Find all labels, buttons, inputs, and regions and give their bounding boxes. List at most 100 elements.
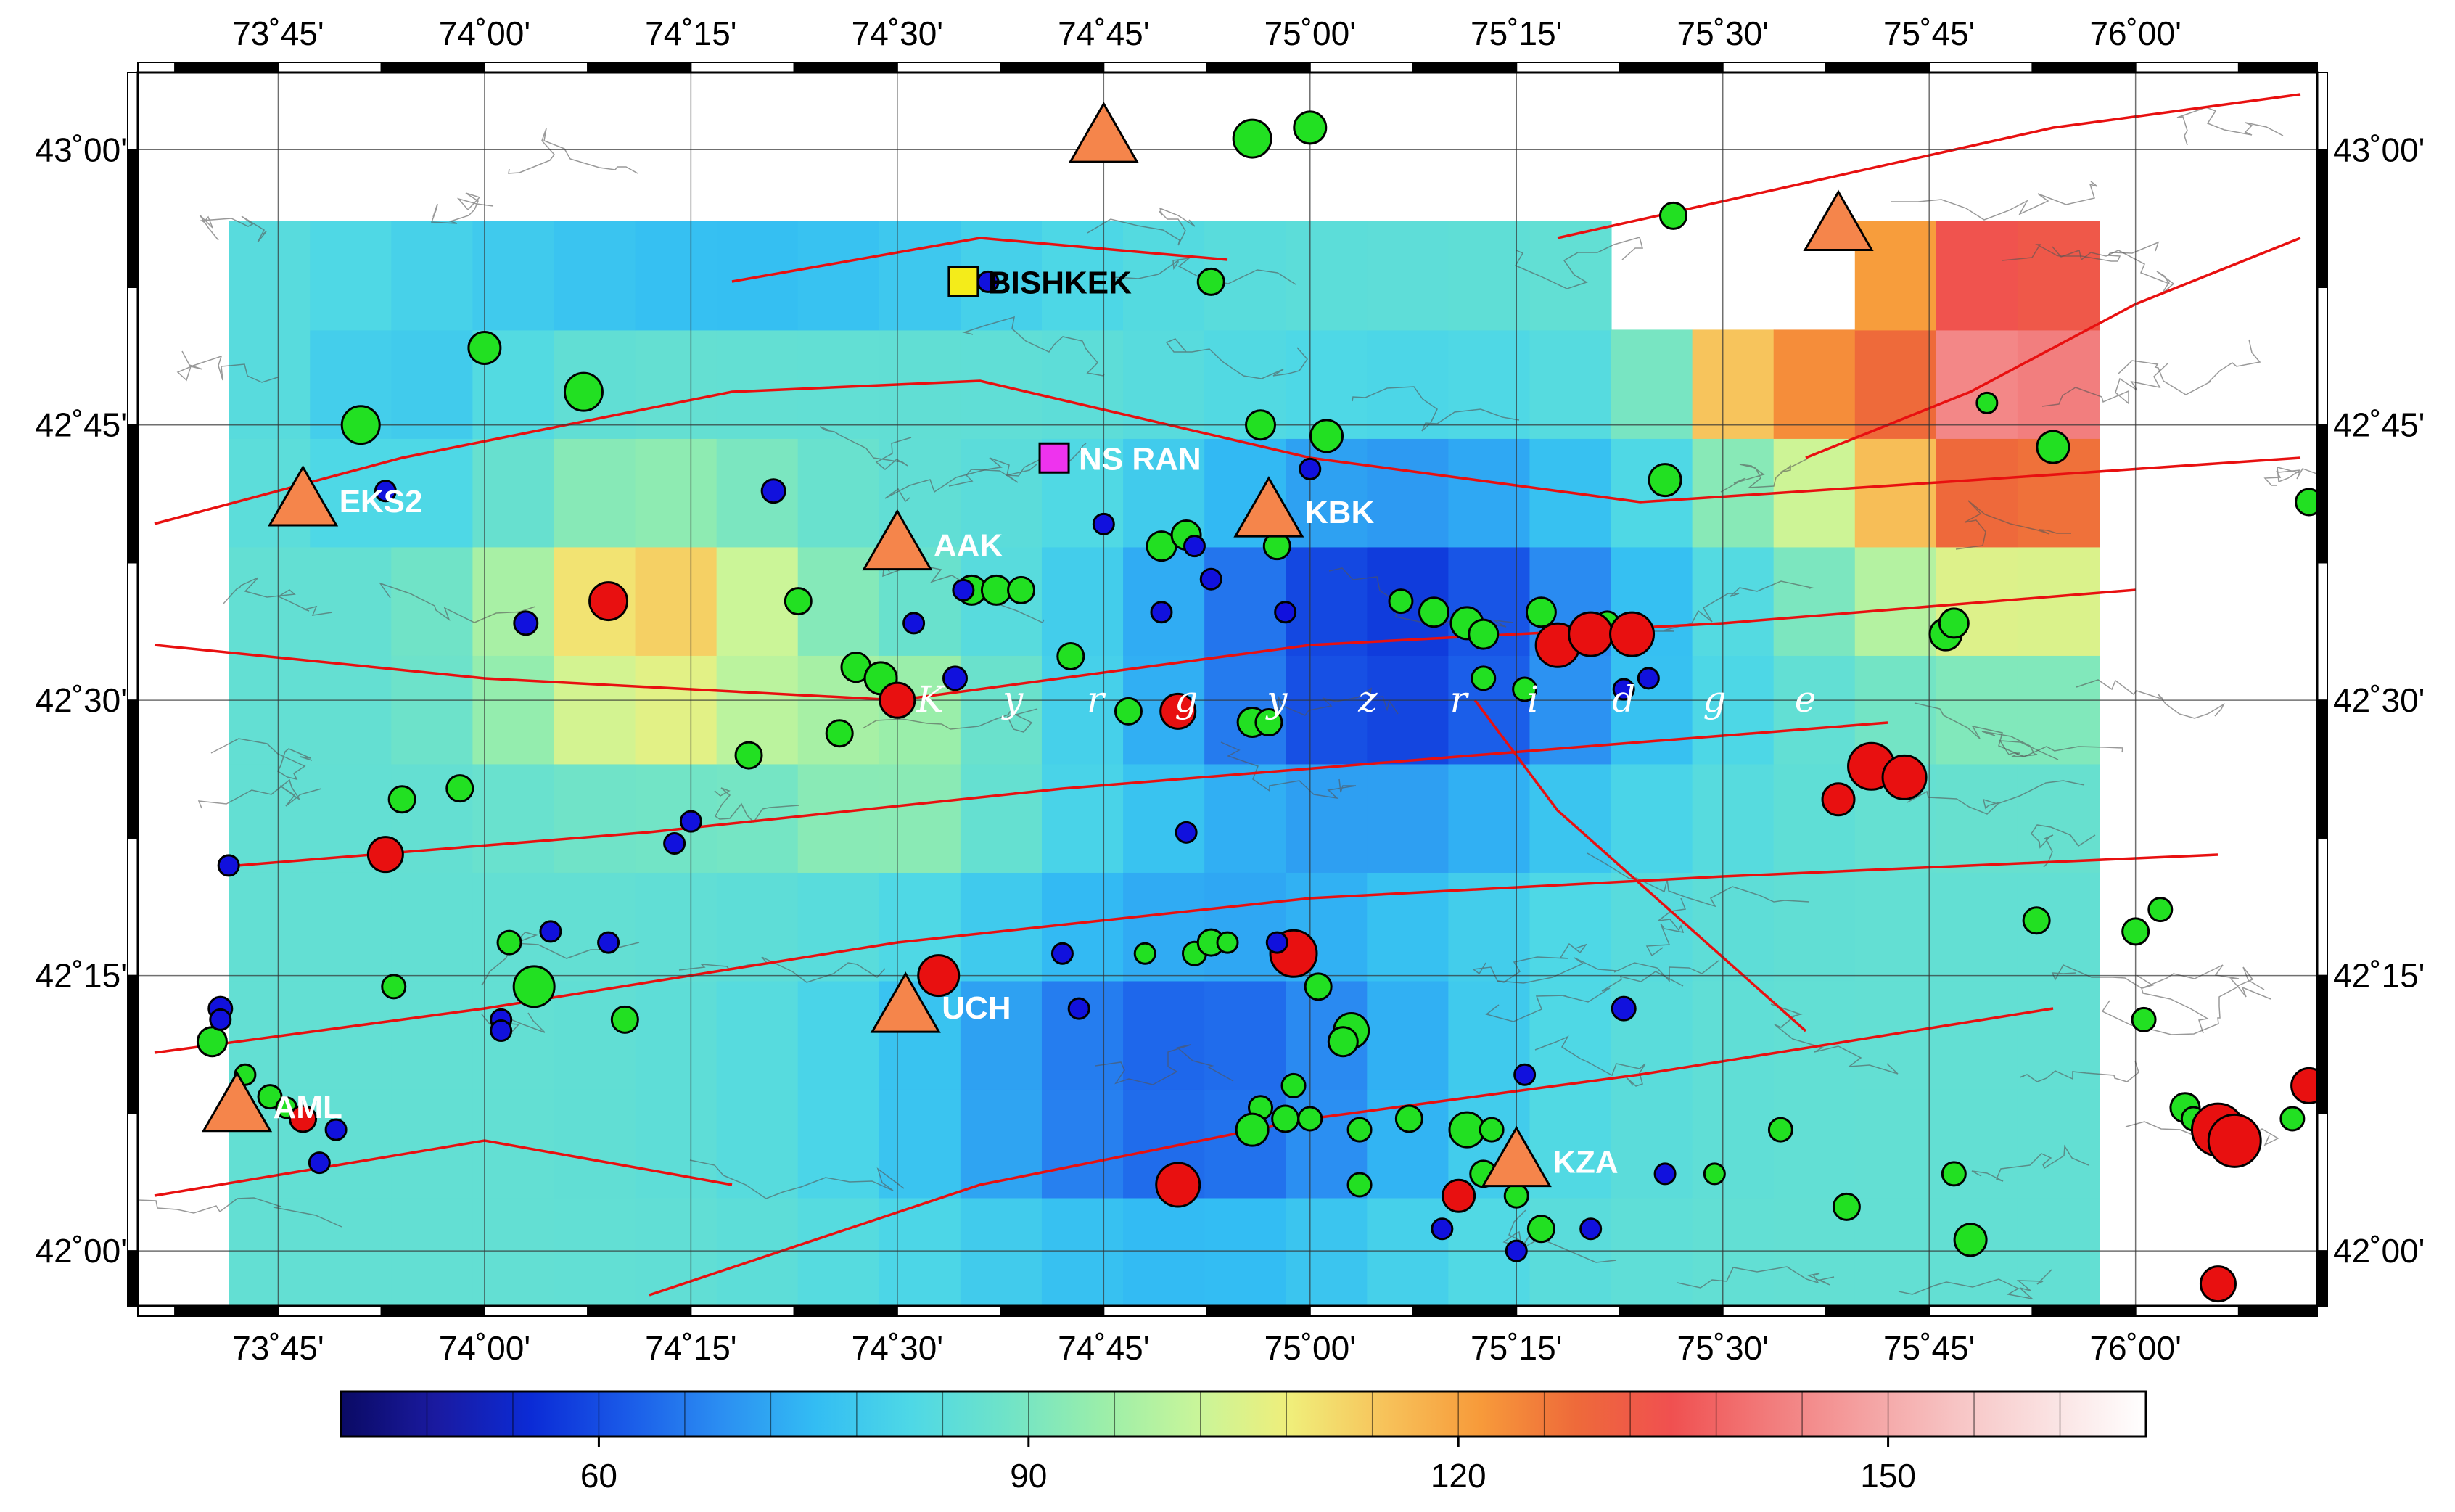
event-marker [1175,821,1198,844]
contour-line [1514,237,1643,289]
grid-cell [797,329,880,439]
grid-cell [1692,1088,1775,1199]
event-marker [1297,1106,1323,1132]
grid-cell [1854,437,1937,548]
event-marker [980,574,1012,606]
grid-cell [2017,654,2100,765]
frame-segment [1722,1305,1827,1317]
event-marker [2279,1106,2306,1132]
lon-tick-label-top: 75˚30' [1677,15,1769,52]
event-marker [1235,1112,1270,1147]
event-marker [196,1026,228,1058]
event-marker [340,405,381,445]
contour-line [2076,679,2225,719]
station-label: KBK [1305,495,1375,530]
lon-tick-label-bottom: 75˚00' [1264,1329,1356,1367]
grid-cell [960,1197,1043,1306]
event-marker [257,1084,283,1110]
grid-cell [635,980,717,1090]
event-marker [1442,1178,1476,1213]
grid-cell [391,871,474,982]
event-marker [2022,906,2051,935]
grid-cell [1041,980,1124,1090]
grid-cell [1773,654,1856,765]
contour-line [1646,580,1814,632]
ridge-letter: d [1612,678,1635,720]
grid-cell [2017,763,2100,873]
ridge-letter: e [1795,678,1817,720]
event-marker [1611,995,1637,1022]
lat-tick-label-right: 42˚00' [2333,1232,2425,1270]
frame-segment [1412,1305,1518,1317]
lat-tick-label-left: 42˚45' [36,406,127,444]
event-marker [1133,942,1156,965]
grid-cell [1773,1088,1856,1199]
station-label: EKS2 [340,484,423,519]
grid-cell [1529,871,1612,982]
grid-cell [1286,221,1368,331]
grid-cell [1367,437,1449,548]
frame-segment [2316,562,2328,702]
contour-line [714,787,799,823]
frame-segment [896,1305,1002,1317]
event-marker [1468,618,1500,650]
event-marker [2207,1113,2262,1168]
contour-line [1587,852,1810,908]
frame-segment [2316,974,2328,1114]
station-triangle [201,1070,273,1133]
grid-cell [1936,221,2018,331]
frame-border [136,71,2319,1307]
grid-cell [554,437,636,548]
event-marker [1114,697,1143,726]
grid-cell [310,221,392,331]
grid-cell [1123,1197,1206,1306]
event-marker [1881,754,1928,800]
frame-segment [1309,62,1415,73]
event-marker [445,774,474,803]
station-triangle [267,464,339,527]
contour-line [1720,458,1809,493]
lon-tick-label-bottom: 76˚00' [2089,1329,2181,1367]
fault-line [237,721,1888,867]
event-marker [1327,1026,1359,1058]
station-triangle [862,509,933,571]
grid-cell [229,221,311,331]
grid-cell [1529,763,1612,873]
frame-segment [2316,837,2328,977]
grid-cell [472,654,555,765]
grid-cell [1854,546,1937,656]
frame-segment [690,1305,795,1317]
event-marker [784,587,813,616]
event-marker [496,929,522,956]
grid-cell [797,871,880,982]
event-marker [1050,942,1074,965]
event-marker [825,719,854,748]
lat-tick-label-left: 42˚15' [36,957,127,995]
frame-segment [690,62,795,73]
grid-cell [797,763,880,873]
grid-cell [797,437,880,548]
grid-cell [1936,763,2018,873]
colorbar: 60 90 120 150 [340,1390,2147,1495]
grid-cell [229,546,311,656]
lon-tick-label-bottom: 75˚30' [1677,1329,1769,1367]
grid-cell [229,763,311,873]
grid-cell [1448,437,1531,548]
event-marker [1512,676,1538,702]
grid-cell [1367,763,1449,873]
grid-cell [472,546,555,656]
frame-segment [380,62,485,73]
station-triangle [1481,1125,1552,1188]
colorbar-label: 60 [580,1457,617,1495]
event-marker [1067,997,1090,1020]
city-label: BISHKEK [988,265,1132,300]
frame-segment [2316,699,2328,839]
grid-cell [879,763,961,873]
velocity-grid [229,221,2100,1306]
grid-cell [554,980,636,1090]
contour-line [1955,500,2071,550]
grid-cell [960,980,1043,1090]
grid-cell [554,654,636,765]
grid-cell [229,654,311,765]
lat-tick-label-right: 42˚45' [2333,406,2425,444]
